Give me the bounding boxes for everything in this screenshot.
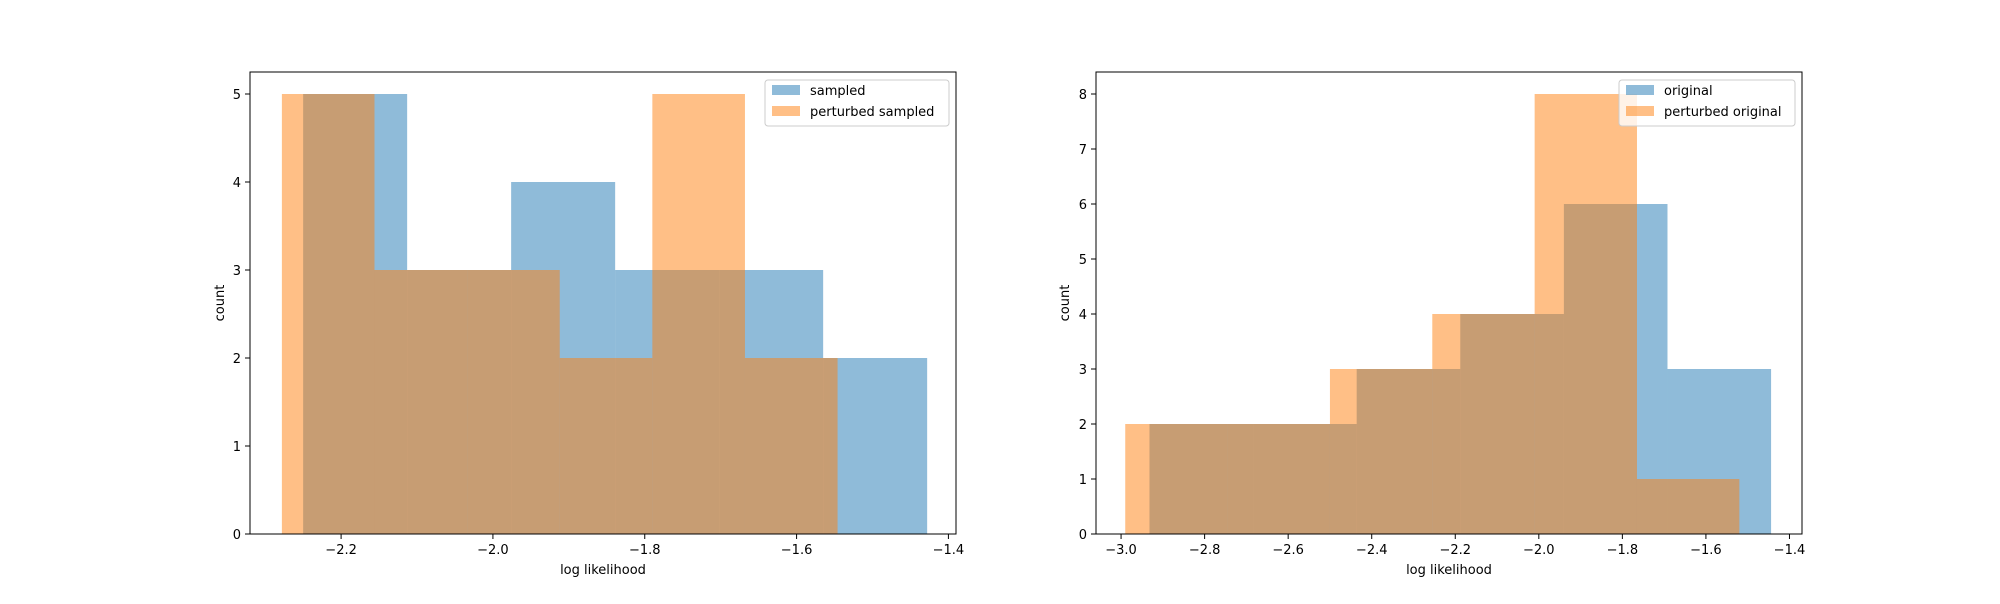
chart-right-y-tick-label: 3 [1079, 363, 1087, 378]
chart-left-y-tick-label: 0 [233, 528, 241, 543]
chart-left-axes-frame [249, 71, 957, 535]
chart-right-y-axis-label: count [1058, 285, 1073, 322]
chart-right-y-tick-label: 0 [1079, 528, 1087, 543]
chart-right-x-tick-label: −1.4 [1774, 543, 1806, 558]
chart-right-bar-perturbed-original-0 [1125, 424, 1228, 534]
chart-right-x-tick-label: −1.6 [1690, 543, 1722, 558]
chart-right-axes-frame [1095, 71, 1803, 535]
chart-left-bar-perturbed-sampled-5 [744, 358, 838, 534]
chart-right-x-ticks: −3.0 −2.8 −2.6 −2.4 −2.2 −2.0 −1.8 −1.6 −1.4 [1105, 534, 1805, 558]
chart-right-bars [1125, 94, 1772, 534]
chart-left-y-tick-label: 4 [233, 176, 241, 191]
chart-left-y-tick-label: 3 [233, 264, 241, 279]
chart-right: −3.0 −2.8 −2.6 −2.4 −2.2 −2.0 −1.8 −1.6 −1.4 0 1 2… [1058, 71, 1805, 578]
chart-left-bar-perturbed-sampled-4 [652, 94, 745, 534]
chart-right-legend-label-perturbed-original: perturbed original [1664, 105, 1782, 120]
chart-right-bar-perturbed-original-3 [1432, 314, 1535, 534]
chart-right-y-tick-label: 8 [1079, 88, 1087, 103]
chart-left-bar-perturbed-sampled-2 [467, 270, 560, 534]
chart-left-y-tick-label: 2 [233, 352, 241, 367]
chart-left-legend-box [764, 79, 950, 127]
chart-left-legend-label-sampled: sampled [810, 84, 866, 99]
chart-right-y-tick-label: 4 [1079, 308, 1087, 323]
chart-right-x-axis-label: log likelihood [1406, 563, 1492, 578]
chart-left-legend-swatch-perturbed-sampled [772, 106, 800, 116]
chart-left-bars [281, 94, 928, 534]
chart-left-y-tick-label: 5 [233, 88, 241, 103]
chart-right-legend: original perturbed original [1618, 79, 1796, 127]
chart-left-legend-swatch-sampled [772, 85, 800, 95]
chart-right-bar-perturbed-original-5 [1636, 479, 1740, 534]
chart-left-x-ticks: −2.2 −2.0 −1.8 −1.6 −1.4 [325, 534, 964, 558]
chart-right-y-tick-label: 6 [1079, 198, 1087, 213]
chart-left-bar-perturbed-sampled-3 [559, 358, 653, 534]
chart-right-legend-box [1618, 79, 1796, 127]
chart-left-x-tick-label: −1.8 [629, 543, 661, 558]
chart-right-bar-perturbed-original-1 [1227, 424, 1330, 534]
chart-right-x-tick-label: −3.0 [1105, 543, 1137, 558]
chart-right-y-tick-label: 5 [1079, 253, 1087, 268]
chart-left-bar-sampled-5 [823, 358, 928, 534]
chart-left-legend-label-perturbed-sampled: perturbed sampled [810, 105, 934, 120]
chart-left: −2.2 −2.0 −1.8 −1.6 −1.4 0 1 2 3 4 5 log likeliho… [213, 71, 964, 578]
chart-right-x-tick-label: −2.0 [1523, 543, 1555, 558]
chart-right-bar-perturbed-original-4 [1534, 94, 1637, 534]
chart-right-y-tick-label: 7 [1079, 143, 1087, 158]
chart-left-bar-perturbed-sampled-1 [374, 270, 468, 534]
chart-left-x-tick-label: −2.0 [477, 543, 509, 558]
chart-right-x-tick-label: −2.6 [1272, 543, 1304, 558]
chart-right-bar-perturbed-original-2 [1329, 369, 1433, 534]
chart-right-x-tick-label: −1.8 [1607, 543, 1639, 558]
chart-left-x-tick-label: −1.6 [781, 543, 813, 558]
chart-left-legend: sampled perturbed sampled [764, 79, 950, 127]
chart-left-y-tick-label: 1 [233, 440, 241, 455]
chart-left-y-ticks: 0 1 2 3 4 5 [233, 88, 250, 543]
chart-left-x-tick-label: −1.4 [933, 543, 965, 558]
chart-right-y-tick-label: 1 [1079, 473, 1087, 488]
chart-left-y-axis-label: count [213, 285, 228, 322]
chart-right-x-tick-label: −2.2 [1439, 543, 1471, 558]
chart-right-y-ticks: 0 1 2 3 4 5 6 7 8 [1079, 88, 1096, 543]
chart-right-y-tick-label: 2 [1079, 418, 1087, 433]
chart-left-x-tick-label: −2.2 [325, 543, 357, 558]
chart-right-legend-label-original: original [1664, 84, 1713, 99]
chart-left-x-axis-label: log likelihood [560, 563, 646, 578]
chart-right-x-tick-label: −2.8 [1189, 543, 1221, 558]
chart-left-bar-perturbed-sampled-0 [281, 94, 375, 534]
chart-right-legend-swatch-original [1626, 85, 1654, 95]
chart-right-x-tick-label: −2.4 [1356, 543, 1388, 558]
chart-right-legend-swatch-perturbed-original [1626, 106, 1654, 116]
